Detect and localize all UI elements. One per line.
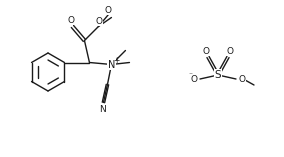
Text: N: N — [108, 60, 115, 70]
Text: O: O — [105, 6, 112, 15]
Text: +: + — [113, 56, 120, 65]
Text: O: O — [191, 76, 197, 84]
Text: O: O — [227, 46, 233, 56]
Text: ⁻: ⁻ — [188, 70, 192, 79]
Text: O: O — [239, 76, 245, 84]
Text: S: S — [215, 70, 221, 80]
Text: O: O — [96, 17, 103, 26]
Text: O: O — [202, 46, 210, 56]
Text: N: N — [99, 105, 106, 114]
Text: O: O — [68, 16, 75, 25]
